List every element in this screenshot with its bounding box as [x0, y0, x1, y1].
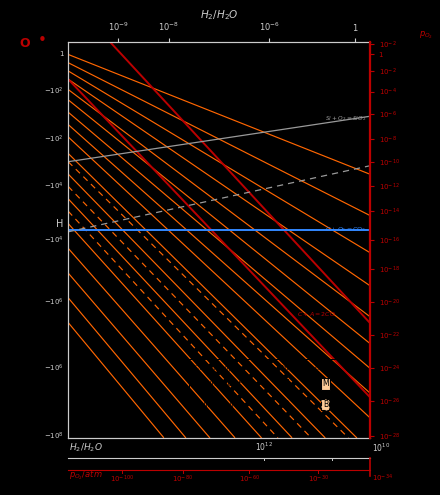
Text: O: O [20, 37, 30, 50]
Text: $-10^{4}$: $-10^{4}$ [44, 235, 64, 246]
Text: B: B [323, 400, 328, 409]
Text: H: H [56, 219, 64, 229]
Text: $-10^{2}$: $-10^{2}$ [44, 133, 64, 145]
Text: B: B [283, 400, 288, 409]
Text: Metal: Metal [275, 364, 297, 372]
Text: $-10^{8}$: $-10^{8}$ [44, 430, 64, 442]
Text: $10^{10}$: $10^{10}$ [372, 442, 390, 454]
Text: Melting point: Melting point [194, 381, 241, 387]
Text: $10^{-80}$: $10^{-80}$ [172, 474, 193, 485]
Text: $p_{O_2}/atm$: $p_{O_2}/atm$ [69, 469, 103, 482]
Text: $-10^{6}$: $-10^{6}$ [44, 362, 64, 374]
Text: $10^{-30}$: $10^{-30}$ [308, 474, 329, 485]
Text: $C+O_2=CO_2$: $C+O_2=CO_2$ [326, 225, 367, 234]
Text: M: M [282, 379, 289, 388]
Text: $p_{O_2}$: $p_{O_2}$ [419, 30, 433, 41]
Text: $-10^{4}$: $-10^{4}$ [44, 181, 64, 192]
Text: $-10^{6}$: $-10^{6}$ [44, 297, 64, 307]
Text: $C+A=2CO$: $C+A=2CO$ [297, 310, 336, 318]
Text: 1: 1 [59, 51, 64, 57]
Text: M: M [322, 379, 329, 388]
Text: $H_2/H_2O$: $H_2/H_2O$ [69, 442, 103, 454]
X-axis label: $H_2/H_2O$: $H_2/H_2O$ [200, 8, 238, 22]
Text: $10^{-60}$: $10^{-60}$ [238, 474, 260, 485]
Text: $Si+O_2=SiO_2$: $Si+O_2=SiO_2$ [325, 114, 367, 123]
Text: Change of state: Change of state [194, 364, 252, 372]
Text: $10^{12}$: $10^{12}$ [255, 441, 273, 453]
Text: Oxide: Oxide [315, 364, 336, 372]
Text: $10^{-34}$: $10^{-34}$ [372, 472, 393, 484]
Text: $-10^{2}$: $-10^{2}$ [44, 86, 64, 97]
Text: •: • [37, 33, 46, 48]
Text: Boiling point: Boiling point [194, 401, 239, 407]
Text: $10^{-100}$: $10^{-100}$ [110, 474, 135, 485]
